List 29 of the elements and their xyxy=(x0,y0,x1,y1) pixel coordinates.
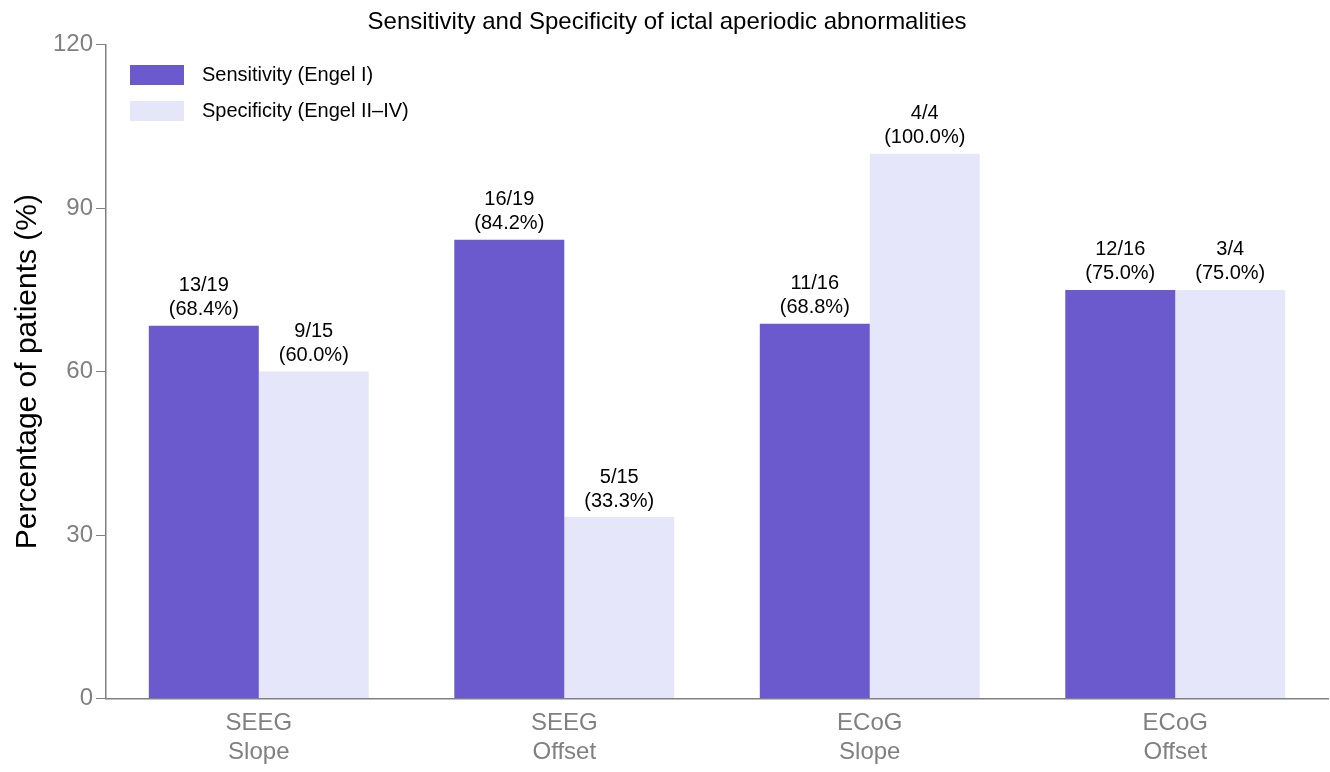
bar xyxy=(454,239,565,698)
bar xyxy=(148,325,259,698)
bar xyxy=(258,371,369,698)
x-tick-label: SEEG Offset xyxy=(530,708,598,765)
data-label: 5/15 (33.3%) xyxy=(584,464,655,511)
bar xyxy=(564,517,675,698)
data-label: 11/16 (68.8%) xyxy=(779,271,850,318)
data-label: 12/16 (75.0%) xyxy=(1085,237,1156,284)
x-tick-label: SEEG Slope xyxy=(225,708,293,765)
y-tick-label: 120 xyxy=(53,29,94,57)
data-label: 13/19 (68.4%) xyxy=(168,273,239,320)
legend-label: Specificity (Engel II–IV) xyxy=(202,99,409,123)
y-tick-label: 90 xyxy=(66,192,94,220)
y-tick-label: 30 xyxy=(66,519,94,547)
data-label: 4/4 (100.0%) xyxy=(884,101,966,148)
y-axis-title: Percentage of patients (%) xyxy=(9,194,43,550)
x-tick-label: ECoG Slope xyxy=(837,708,903,765)
data-label: 9/15 (60.0%) xyxy=(278,319,349,366)
chart-title: Sensitivity and Specificity of ictal aperiodic abnormalities xyxy=(367,7,967,35)
bar xyxy=(759,323,870,698)
bar xyxy=(869,153,980,698)
bar xyxy=(1175,289,1286,698)
y-tick-label: 60 xyxy=(66,356,94,384)
bar xyxy=(1065,289,1176,698)
legend-label: Sensitivity (Engel I) xyxy=(202,63,374,87)
x-tick-label: ECoG Offset xyxy=(1142,708,1208,765)
data-label: 3/4 (75.0%) xyxy=(1195,237,1266,284)
data-label: 16/19 (84.2%) xyxy=(474,187,545,234)
y-tick-label: 0 xyxy=(79,683,94,711)
